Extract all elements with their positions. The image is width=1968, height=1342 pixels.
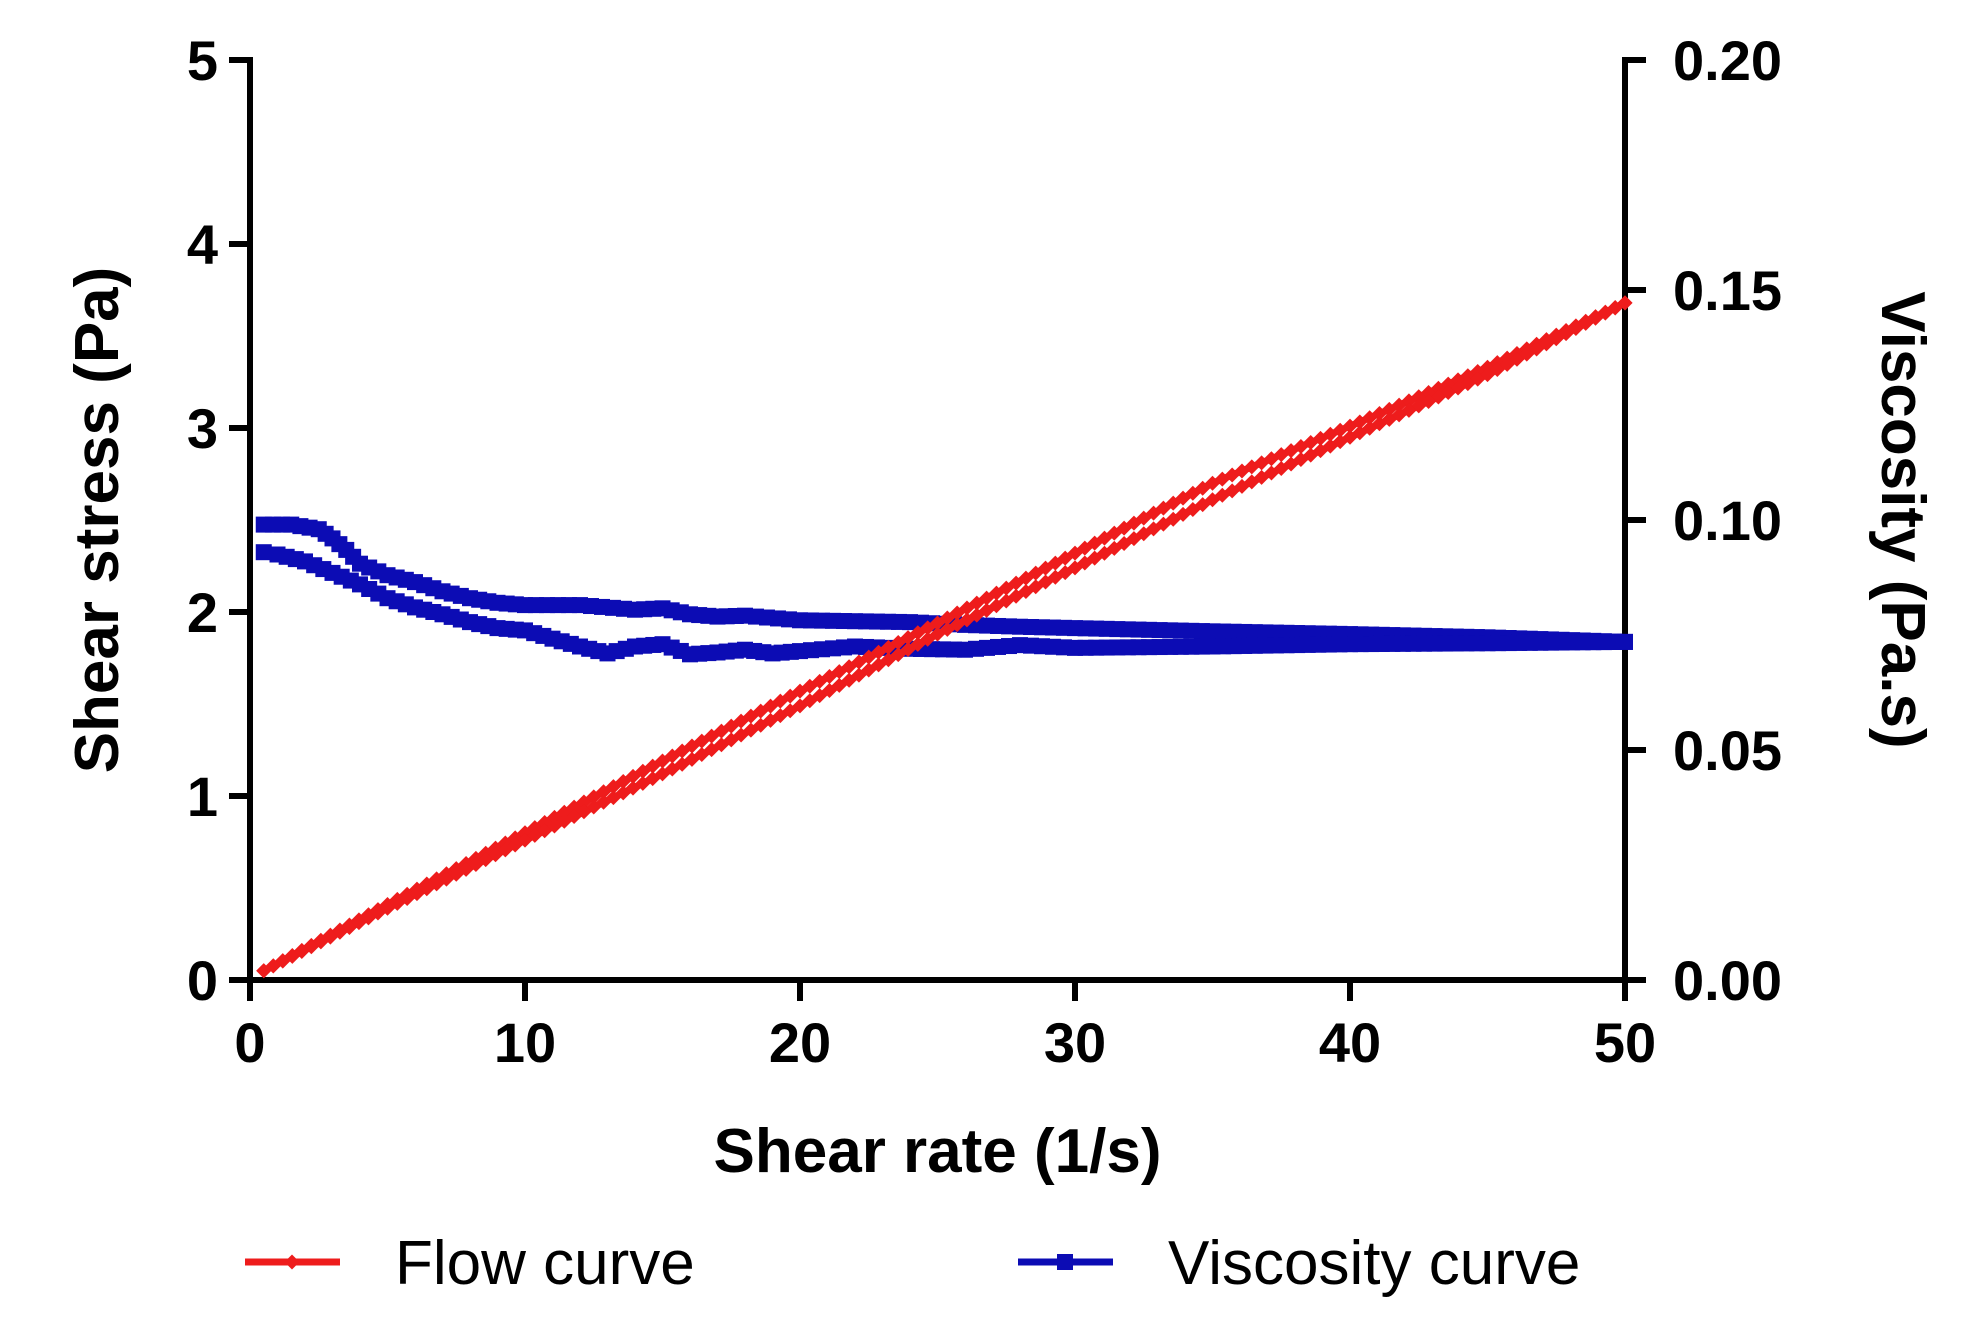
legend-marker: [284, 1254, 300, 1270]
right-y-tick-label: 0.15: [1673, 259, 1782, 322]
legend-item-flow-curve: Flow curve: [245, 1229, 695, 1298]
right-y-tick-label: 0.10: [1673, 489, 1782, 552]
right-y-tick-label: 0.20: [1673, 29, 1782, 92]
x-tick-label: 30: [1044, 1011, 1106, 1074]
flow-curve-series: [256, 295, 1633, 979]
legend-marker: [1057, 1254, 1073, 1270]
axes: 0 10 20 30 40 50 0 1 2 3 4 5 0.00 0.05 0.10 0.15 0.20: [187, 29, 1782, 1074]
x-axis-title: Shear rate (1/s): [714, 1117, 1162, 1186]
right-y-tick-label: 0.00: [1673, 949, 1782, 1012]
viscosity-curve-point: [269, 546, 286, 563]
legend-label: Viscosity curve: [1168, 1229, 1580, 1298]
x-tick-label: 40: [1319, 1011, 1381, 1074]
legend: Flow curve Viscosity curve: [245, 1229, 1580, 1298]
x-tick-label: 10: [494, 1011, 556, 1074]
x-tick-label: 0: [234, 1011, 265, 1074]
left-y-tick-label: 3: [187, 397, 218, 460]
series-layer: [255, 295, 1633, 979]
legend-label: Flow curve: [395, 1229, 695, 1298]
flow-curve-point: [507, 837, 523, 853]
flow-curve-point: [1136, 510, 1152, 526]
x-tick-label: 50: [1594, 1011, 1656, 1074]
viscosity-curve-series: [255, 516, 1633, 663]
left-y-tick-label: 1: [187, 765, 218, 828]
viscosity-curve-point: [255, 544, 272, 561]
left-y-tick-label: 0: [187, 949, 218, 1012]
right-y-axis-title: Viscosity (Pa.s): [1868, 291, 1937, 748]
right-y-tick-label: 0.05: [1673, 719, 1782, 782]
left-y-tick-label: 5: [187, 29, 218, 92]
left-y-axis-title: Shear stress (Pa): [63, 267, 132, 774]
left-y-tick-label: 2: [187, 581, 218, 644]
x-tick-label: 20: [769, 1011, 831, 1074]
legend-item-viscosity-curve: Viscosity curve: [1018, 1229, 1580, 1298]
flow-curve-point: [256, 963, 272, 979]
left-y-tick-label: 4: [187, 213, 218, 276]
